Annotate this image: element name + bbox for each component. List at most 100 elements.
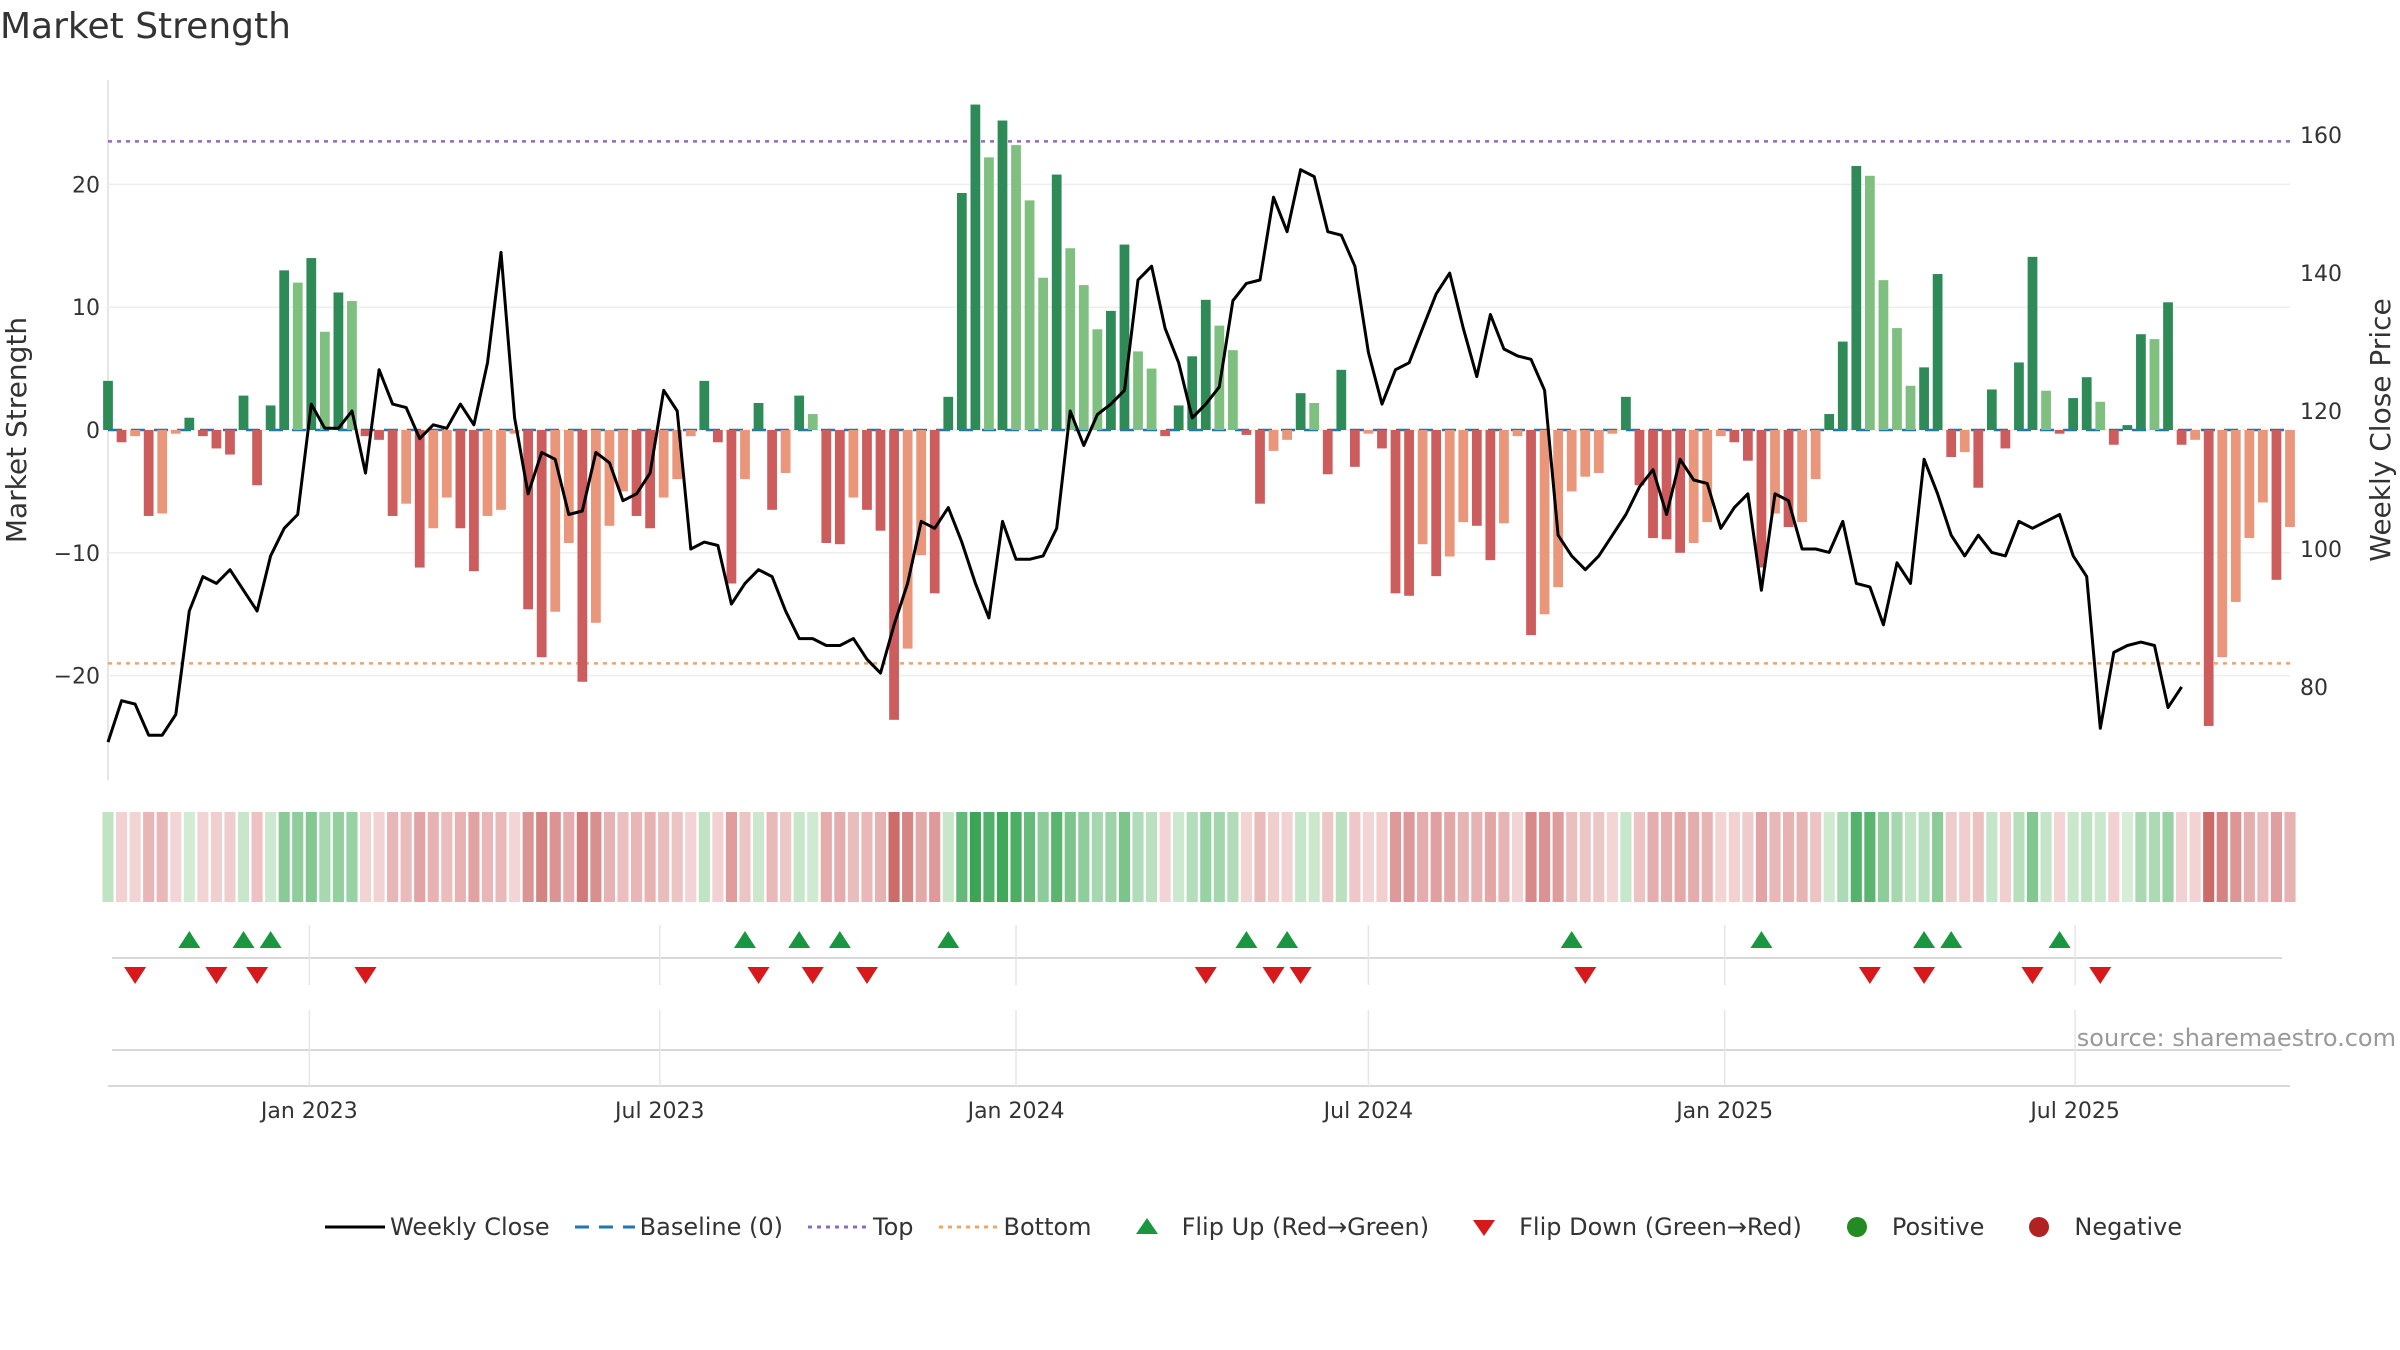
strength-bar xyxy=(943,396,954,430)
strength-bar xyxy=(1011,145,1021,431)
strength-bar xyxy=(1268,430,1279,451)
heat-cell xyxy=(481,812,494,902)
flip-up-marker xyxy=(178,931,201,948)
heat-cell xyxy=(400,812,412,902)
strength-bar xyxy=(143,430,154,516)
strength-bar xyxy=(1837,341,1848,430)
heat-cell xyxy=(2121,812,2133,902)
legend-item-baseline: Baseline (0) xyxy=(570,1212,783,1242)
heat-cell xyxy=(1457,812,1469,902)
heat-cell xyxy=(2243,812,2255,902)
heat-cell xyxy=(1417,812,1429,902)
strength-bar xyxy=(848,430,859,498)
heat-cell xyxy=(942,812,954,902)
strength-bar xyxy=(1078,285,1089,430)
legend-label: Top xyxy=(873,1213,914,1241)
strength-bar xyxy=(862,430,872,510)
weekly-close-polyline xyxy=(106,168,2183,743)
flip-up-marker xyxy=(1940,931,1963,948)
flip-down-marker xyxy=(124,967,147,984)
strength-bar xyxy=(1458,430,1469,523)
heat-cell xyxy=(1281,812,1293,902)
heat-cell xyxy=(1999,812,2011,902)
strength-bar xyxy=(2258,430,2268,503)
strength-bar xyxy=(2163,302,2173,430)
heat-cell xyxy=(1511,812,1524,902)
strength-bar xyxy=(1024,200,1035,430)
strength-bar xyxy=(347,301,357,430)
heat-cell xyxy=(359,812,372,902)
strength-bar xyxy=(1634,430,1645,486)
strength-bar xyxy=(211,430,222,449)
strength-bar xyxy=(2014,362,2024,430)
flip-down-marker xyxy=(205,967,228,984)
legend-label: Weekly Close xyxy=(390,1213,550,1241)
heat-cell xyxy=(1267,812,1280,902)
strength-bar xyxy=(1295,393,1306,430)
heat-cell xyxy=(1105,812,1117,902)
heat-cell xyxy=(1078,812,1090,902)
heat-cell xyxy=(2216,812,2228,902)
strength-bar xyxy=(2095,401,2106,430)
legend: Weekly Close Baseline (0) Top Bottom Flip Up… xyxy=(0,1212,2400,1252)
heat-cell xyxy=(1810,812,1822,902)
heat-cell xyxy=(658,812,670,902)
heat-cell xyxy=(2176,812,2188,902)
heat-cell xyxy=(1064,812,1076,902)
strength-bar xyxy=(1743,430,1753,461)
strength-bar xyxy=(238,395,249,430)
strength-bar xyxy=(1106,310,1116,430)
strength-bar xyxy=(2136,334,2146,430)
heat-cell xyxy=(2230,812,2242,902)
strength-bar xyxy=(2285,430,2295,528)
legend-item-top: Top xyxy=(803,1212,914,1242)
heat-cell xyxy=(536,812,548,902)
strength-bar xyxy=(753,402,764,430)
strength-bar xyxy=(170,430,181,434)
strength-bar xyxy=(1404,430,1414,596)
strength-bar xyxy=(306,258,317,430)
heat-cell xyxy=(563,812,575,902)
strength-bar xyxy=(401,430,412,504)
strength-bar xyxy=(1349,430,1360,467)
y-tick-label: −10 xyxy=(54,542,100,567)
strength-bar xyxy=(1173,405,1184,430)
heat-cell xyxy=(1295,812,1307,902)
heat-strip xyxy=(102,812,2296,902)
heat-cell xyxy=(1024,812,1036,902)
strength-bar xyxy=(821,430,832,543)
heat-cell xyxy=(807,812,819,902)
heat-cell xyxy=(1118,812,1131,902)
strength-bar xyxy=(875,430,886,531)
strength-bar xyxy=(604,430,615,526)
strength-bar xyxy=(1363,430,1374,434)
strength-bar xyxy=(780,430,791,473)
legend-label: Positive xyxy=(1891,1213,1985,1241)
strength-bar xyxy=(2054,430,2065,434)
strength-bar xyxy=(469,430,479,572)
y-tick-label: −20 xyxy=(54,665,100,690)
heat-cell xyxy=(1159,812,1171,902)
strength-bar xyxy=(496,430,506,510)
flip-down-marker xyxy=(354,967,377,984)
flip-up-marker xyxy=(1560,931,1583,948)
heat-cell xyxy=(1132,812,1144,902)
heat-cell xyxy=(1796,812,1808,902)
strength-bar xyxy=(712,430,723,443)
flip-markers xyxy=(124,931,2112,984)
strength-bar xyxy=(1255,430,1265,504)
strength-bar xyxy=(902,430,913,649)
heat-cell xyxy=(847,812,859,902)
heat-cell xyxy=(1782,812,1795,902)
heat-cell xyxy=(441,812,453,902)
strength-bar xyxy=(1377,430,1387,449)
strength-bar xyxy=(184,417,195,430)
strength-bar xyxy=(1702,430,1713,523)
legend-swatch-flip-down xyxy=(1449,1212,1519,1242)
flip-up-marker xyxy=(2048,931,2071,948)
strength-bar xyxy=(1282,430,1292,440)
heat-cell xyxy=(590,812,602,902)
flip-down-marker xyxy=(1574,967,1597,984)
flip-down-marker xyxy=(747,967,770,984)
